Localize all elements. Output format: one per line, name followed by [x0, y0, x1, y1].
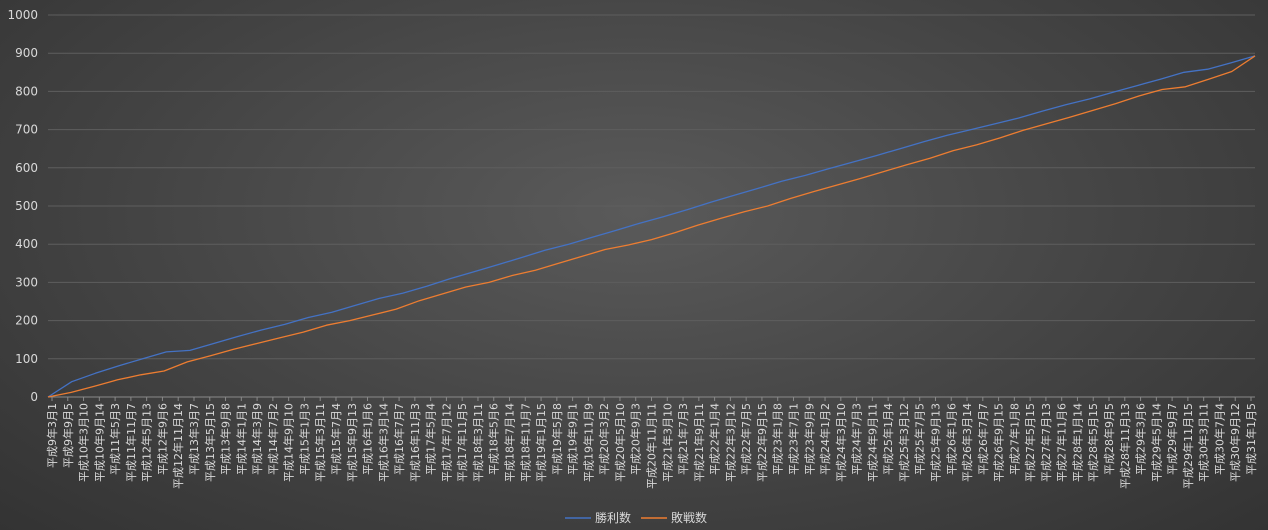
x-tick-label: 平成18年7月14 [503, 403, 517, 482]
x-tick-label: 平成25年9月13 [928, 403, 942, 482]
y-tick-label: 600 [15, 161, 38, 175]
y-axis-ticks: 0 100 200 300 400 500 600 700 800 900 1000 [7, 8, 38, 404]
x-tick-label: 平成9年3月1 [45, 403, 59, 468]
y-tick-label: 900 [15, 46, 38, 60]
y-tick-label: 800 [15, 84, 38, 98]
x-tick-label: 平成25年1月4 [881, 403, 895, 475]
y-tick-label: 100 [15, 352, 38, 366]
x-tick-label: 平成13年9月8 [219, 403, 233, 475]
x-tick-label: 平成14年3月9 [250, 403, 264, 475]
x-tick-label: 平成29年3月6 [1134, 403, 1148, 475]
x-tick-label: 平成27年7月13 [1039, 403, 1053, 482]
x-tick-label: 平成22年9月15 [755, 403, 769, 482]
legend-label: 敗戦数 [671, 510, 707, 525]
x-tick-label: 平成11年11月7 [124, 403, 138, 482]
x-tick-label: 平成26年1月6 [944, 403, 958, 475]
y-tick-label: 1000 [7, 8, 38, 22]
x-tick-label: 平成31年1月5 [1244, 403, 1258, 475]
x-tick-label: 平成30年9月12 [1228, 403, 1242, 482]
x-tick-label: 平成23年7月1 [786, 403, 800, 475]
x-tick-label: 平成9年9月5 [61, 403, 75, 468]
x-tick-label: 平成14年7月2 [266, 403, 280, 475]
x-tick-label: 平成16年11月3 [408, 403, 422, 482]
y-tick-label: 0 [30, 390, 38, 404]
x-tick-label: 平成24年1月2 [818, 403, 832, 475]
x-tick-label: 平成10年9月14 [92, 403, 106, 482]
y-tick-label: 400 [15, 237, 38, 251]
x-tick-label: 平成23年9月9 [802, 403, 816, 475]
x-tick-label: 平成24年9月11 [865, 403, 879, 482]
x-tick-label: 平成20年5月10 [613, 403, 627, 482]
x-tick-label: 平成22年1月4 [708, 403, 722, 475]
x-tick-label: 平成30年3月11 [1197, 403, 1211, 482]
x-tick-label: 平成22年3月12 [723, 403, 737, 482]
x-tick-label: 平成19年1月15 [534, 403, 548, 482]
x-tick-label: 平成30年7月4 [1212, 403, 1226, 475]
y-tick-label: 200 [15, 314, 38, 328]
x-tick-label: 平成17年7月12 [439, 403, 453, 482]
x-tick-label: 平成29年5月14 [1149, 403, 1163, 482]
x-tick-label: 平成18年11月7 [518, 403, 532, 482]
x-tick-label: 平成16年3月14 [376, 403, 390, 482]
x-tick-label: 平成21年3月10 [660, 403, 674, 482]
gridlines [48, 14, 1255, 398]
x-tick-label: 平成28年9月5 [1102, 403, 1116, 475]
x-tick-label: 平成22年7月5 [739, 403, 753, 475]
x-tick-label: 平成11年5月3 [108, 403, 122, 475]
x-tick-label: 平成27年11月6 [1055, 403, 1069, 482]
series-line-losses [47, 55, 1256, 398]
x-tick-label: 平成18年5月6 [487, 403, 501, 475]
x-tick-label: 平成25年3月12 [897, 403, 911, 482]
x-tick-label: 平成28年11月13 [1118, 403, 1132, 489]
x-tick-label: 平成20年11月11 [645, 403, 659, 489]
x-axis-ticks: 平成9年3月1 平成9年9月5 平成10年3月10 平成10年9月14 平成11年5月3… [45, 397, 1258, 489]
x-tick-label: 平成12年9月6 [155, 403, 169, 475]
x-tick-label: 平成25年7月5 [913, 403, 927, 475]
x-tick-label: 平成29年9月7 [1165, 403, 1179, 475]
x-tick-label: 平成20年3月2 [597, 403, 611, 475]
x-tick-label: 平成15年9月13 [345, 403, 359, 482]
y-tick-label: 700 [15, 123, 38, 137]
series-line-wins [47, 55, 1256, 398]
x-tick-label: 平成18年3月11 [471, 403, 485, 482]
x-tick-label: 平成16年7月7 [392, 403, 406, 475]
x-tick-label: 平成28年5月15 [1086, 403, 1100, 482]
x-tick-label: 平成15年3月11 [313, 403, 327, 482]
x-tick-label: 平成15年7月4 [329, 403, 343, 475]
x-tick-label: 平成19年9月1 [566, 403, 580, 475]
x-tick-label: 平成12年5月13 [140, 403, 154, 482]
x-tick-label: 平成21年9月11 [692, 403, 706, 482]
x-tick-label: 平成21年7月3 [676, 403, 690, 475]
x-tick-label: 平成26年7月7 [976, 403, 990, 475]
x-tick-label: 平成26年9月15 [992, 403, 1006, 482]
x-tick-label: 平成10年3月10 [77, 403, 91, 482]
series-lines [47, 55, 1256, 398]
x-tick-label: 平成13年5月15 [203, 403, 217, 482]
x-tick-label: 平成24年3月10 [834, 403, 848, 482]
x-tick-label: 平成16年1月6 [361, 403, 375, 475]
x-tick-label: 平成28年1月14 [1070, 403, 1084, 482]
y-tick-label: 300 [15, 275, 38, 289]
y-tick-label: 500 [15, 199, 38, 213]
x-tick-label: 平成12年11月14 [171, 403, 185, 489]
legend-label: 勝利数 [595, 510, 631, 525]
x-tick-label: 平成19年5月8 [550, 403, 564, 475]
x-tick-label: 平成20年9月3 [629, 403, 643, 475]
x-tick-label: 平成13年3月7 [187, 403, 201, 475]
x-tick-label: 平成14年1月1 [234, 403, 248, 475]
x-tick-label: 平成26年3月14 [960, 403, 974, 482]
x-tick-label: 平成24年7月3 [850, 403, 864, 475]
x-tick-label: 平成19年11月9 [581, 403, 595, 482]
legend: 勝利数 敗戦数 [565, 510, 707, 525]
x-tick-label: 平成15年1月3 [297, 403, 311, 475]
x-tick-label: 平成17年11月5 [455, 403, 469, 482]
x-tick-label: 平成27年5月15 [1023, 403, 1037, 482]
x-tick-label: 平成29年11月15 [1181, 403, 1195, 489]
x-tick-label: 平成27年1月8 [1007, 403, 1021, 475]
x-tick-label: 平成17年5月4 [424, 403, 438, 475]
x-tick-label: 平成14年9月10 [282, 403, 296, 482]
x-tick-label: 平成23年1月8 [771, 403, 785, 475]
